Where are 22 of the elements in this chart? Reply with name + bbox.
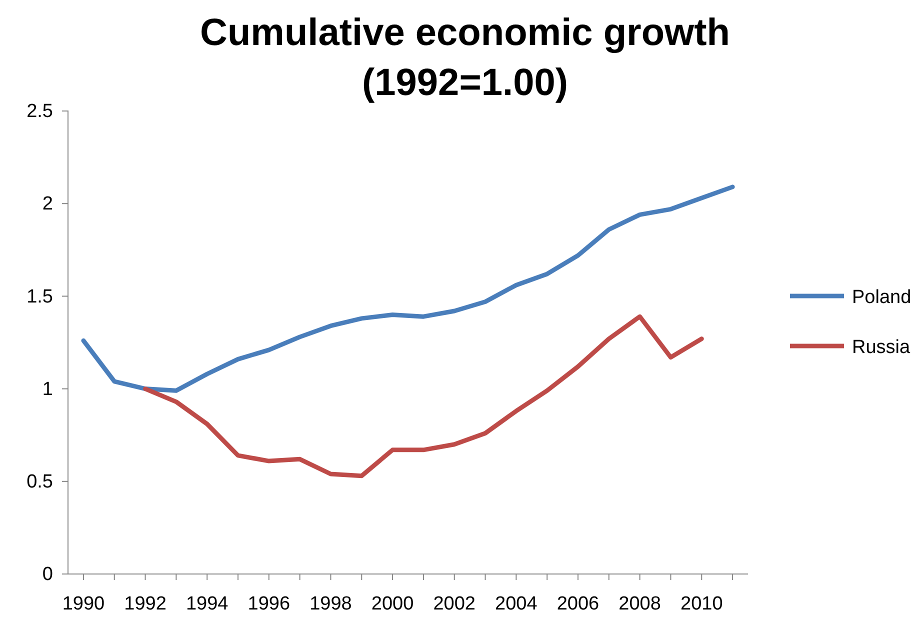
x-tick-label: 1998 (310, 594, 352, 615)
line-series (81, 184, 735, 393)
x-tick-label: 2008 (618, 594, 661, 615)
x-tick-label: 2004 (495, 594, 538, 615)
y-tick-label: 0 (42, 564, 53, 586)
x-tick-label: 2000 (371, 594, 414, 615)
x-tick-label: 1992 (124, 594, 166, 615)
y-tick-label: 2.5 (26, 101, 53, 122)
x-tick-label: 2002 (433, 594, 476, 615)
legend-label: Russia (852, 337, 911, 358)
y-tick-label: 2 (42, 194, 53, 215)
x-tick-label: 1990 (62, 594, 105, 615)
x-tick-label: 1994 (186, 594, 229, 615)
x-tick-label: 1996 (248, 594, 290, 615)
y-tick-label: 1 (42, 378, 53, 400)
x-tick-label: 2006 (556, 594, 600, 615)
y-tick-label: 1.5 (26, 286, 53, 308)
y-tick-label: 0.5 (26, 471, 53, 492)
chart-title: Cumulative economic growth (1992=1.00) (200, 12, 730, 104)
legend-label: Poland (852, 287, 912, 308)
x-tick-label: 2010 (680, 594, 723, 615)
line-series (143, 314, 704, 478)
